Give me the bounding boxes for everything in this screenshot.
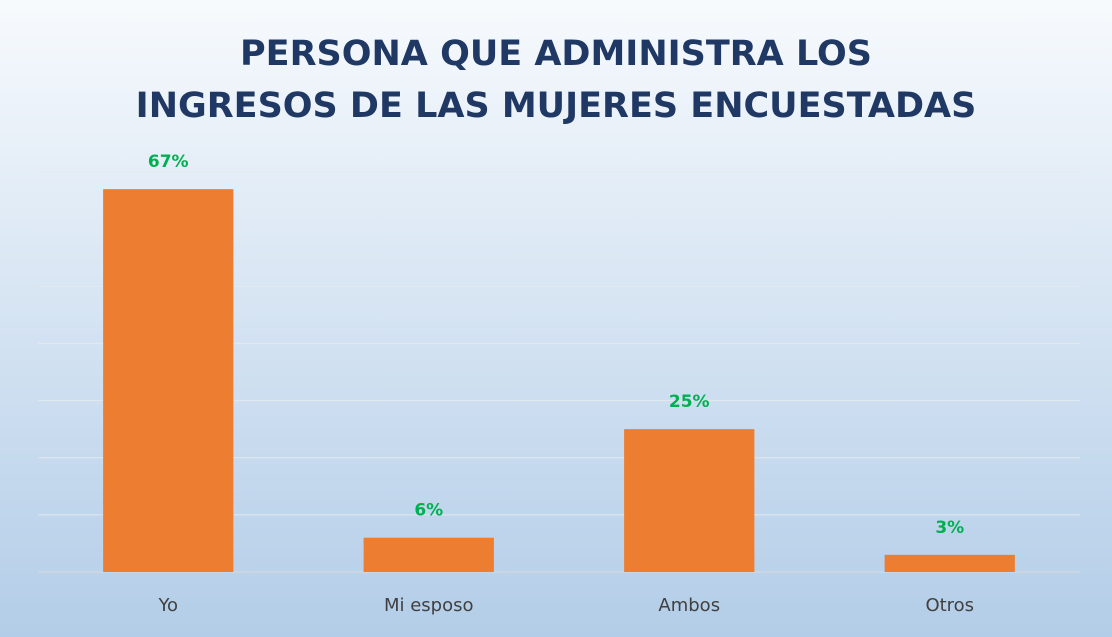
chart-title: INGRESOS DE LAS MUJERES ENCUESTADAS bbox=[136, 86, 977, 126]
x-tick-label: Ambos bbox=[658, 595, 720, 616]
x-tick-label: Yo bbox=[157, 595, 178, 616]
chart-title: PERSONA QUE ADMINISTRA LOS bbox=[240, 34, 872, 74]
data-label: 6% bbox=[414, 501, 443, 521]
x-tick-label: Mi esposo bbox=[384, 595, 474, 616]
data-label: 67% bbox=[148, 152, 189, 172]
x-tick-label: Otros bbox=[925, 595, 974, 616]
data-label: 25% bbox=[669, 392, 710, 412]
bar bbox=[624, 429, 755, 572]
data-label: 3% bbox=[935, 518, 964, 538]
bar bbox=[884, 554, 1015, 572]
bar bbox=[363, 537, 494, 572]
bar bbox=[103, 189, 234, 572]
